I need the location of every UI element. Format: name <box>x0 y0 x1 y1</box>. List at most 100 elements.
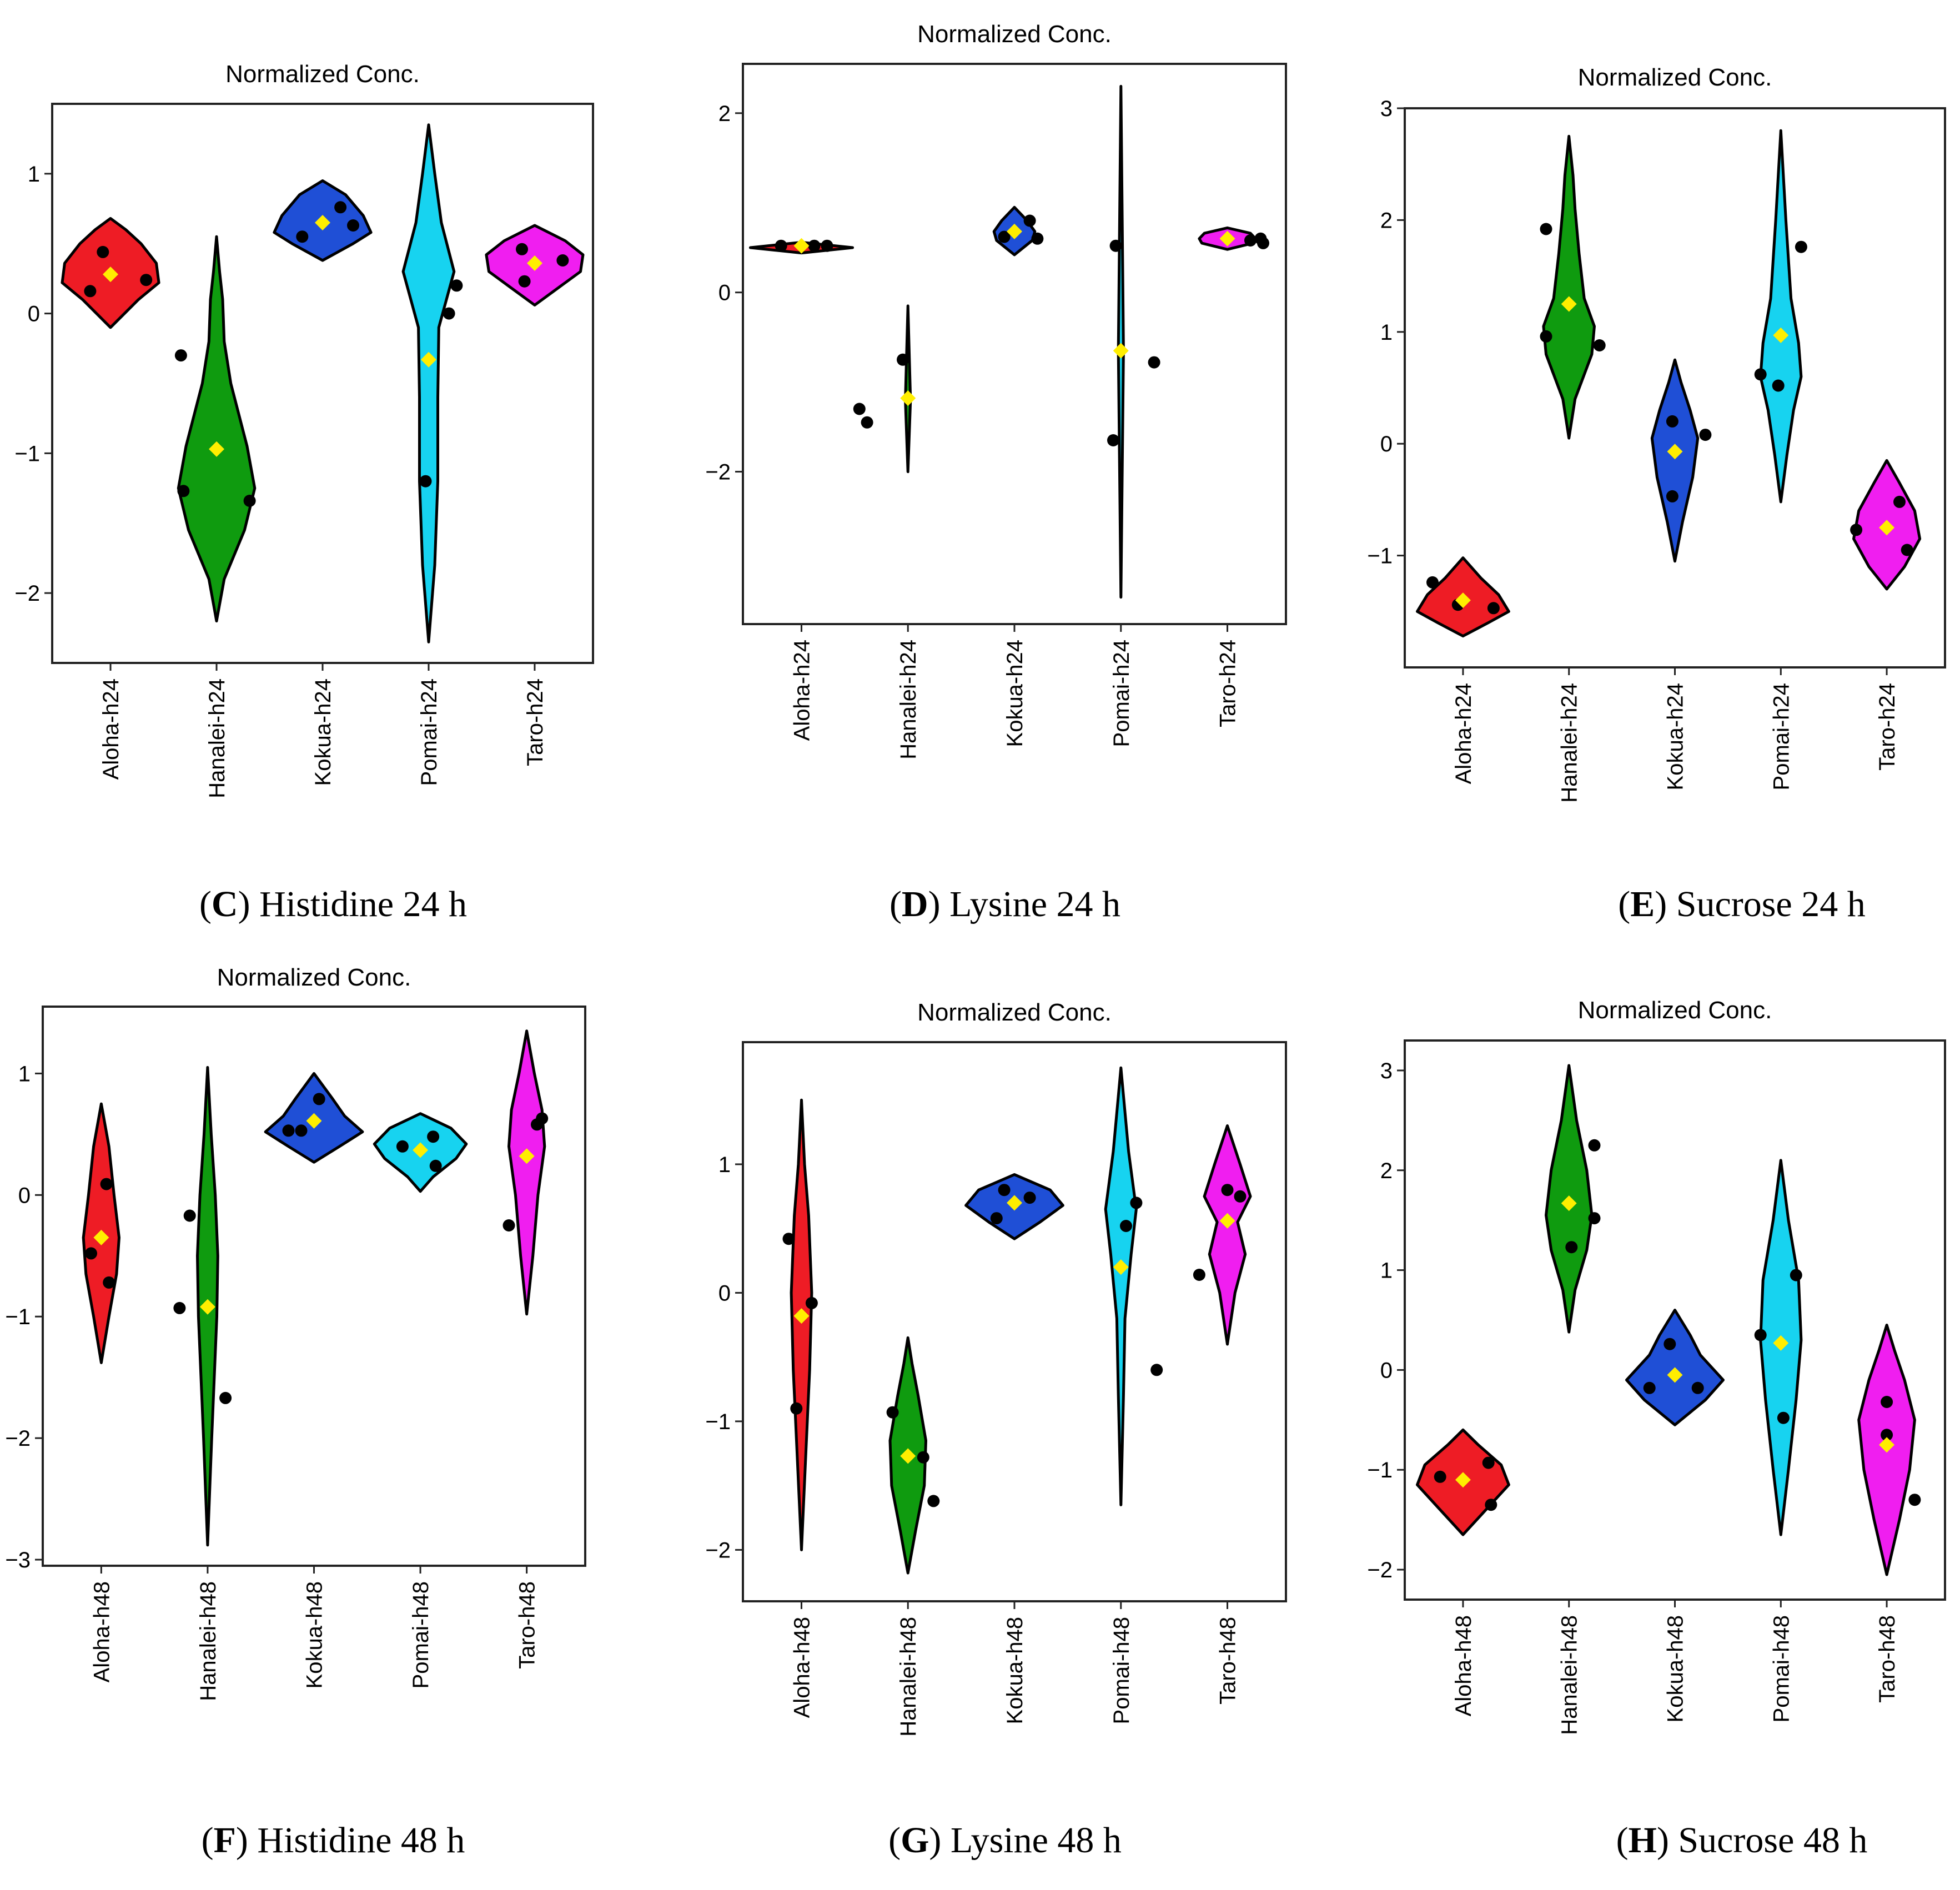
mean-marker <box>900 1448 916 1464</box>
data-point <box>1540 330 1552 343</box>
data-point <box>97 245 109 258</box>
data-point <box>917 1451 929 1464</box>
x-tick-label: Taro-h48 <box>1875 1615 1899 1703</box>
y-tick-label: 2 <box>718 102 731 126</box>
data-point <box>897 353 909 366</box>
y-tick-label: −1 <box>14 441 40 466</box>
caption-text: ) Sucrose 24 h <box>1655 884 1865 924</box>
violin-Hanalei-h24 <box>904 304 912 474</box>
data-point <box>1193 1269 1205 1281</box>
y-tick-label: 0 <box>1380 432 1393 456</box>
y-tick-label: −2 <box>705 1538 731 1562</box>
mean-marker <box>199 1299 215 1315</box>
data-point <box>1666 490 1678 502</box>
x-tick-label: Pomai-h48 <box>409 1581 433 1688</box>
y-tick-label: 0 <box>28 302 40 326</box>
x-tick-label: Pomai-h24 <box>1769 683 1793 790</box>
panel-caption: (G) Lysine 48 h <box>888 1820 1122 1861</box>
y-tick-label: 2 <box>1380 208 1393 233</box>
chart-title: Normalized Conc. <box>917 21 1112 48</box>
x-tick-label: Taro-h48 <box>515 1581 540 1669</box>
caption-letter: F <box>214 1820 236 1861</box>
caption-paren: ( <box>202 1820 214 1861</box>
violin-Taro-h48 <box>507 1029 546 1316</box>
data-point <box>334 201 347 214</box>
data-point <box>1120 1220 1132 1232</box>
y-tick-label: −2 <box>1367 1558 1393 1582</box>
data-point <box>1426 576 1439 589</box>
x-tick-label: Taro-h48 <box>1216 1617 1240 1705</box>
mean-marker <box>1561 1195 1577 1212</box>
x-tick-label: Hanalei-h48 <box>1557 1615 1582 1735</box>
data-point <box>1487 602 1500 615</box>
data-point <box>861 416 873 429</box>
data-point <box>1691 1381 1704 1394</box>
y-tick-label: −1 <box>1367 1458 1393 1482</box>
x-tick-label: Hanalei-h24 <box>896 640 921 760</box>
violin-Aloha-h48 <box>790 1098 813 1551</box>
data-point <box>282 1124 295 1137</box>
x-tick-label: Kokua-h24 <box>1003 640 1027 747</box>
y-tick-label: 3 <box>1380 1059 1393 1083</box>
y-tick-label: 1 <box>1380 1259 1393 1283</box>
y-tick-label: 1 <box>718 1153 731 1177</box>
x-tick-label: Aloha-h48 <box>790 1617 814 1718</box>
caption-letter: D <box>902 884 928 924</box>
plot-frame <box>742 1041 1287 1602</box>
x-tick-label: Kokua-h24 <box>1664 683 1688 790</box>
data-point <box>84 285 97 298</box>
mean-marker <box>93 1229 109 1245</box>
violin-Hanalei-h24 <box>177 235 257 622</box>
data-point <box>821 239 833 252</box>
data-point <box>1130 1197 1143 1209</box>
x-tick-label: Aloha-h48 <box>1451 1615 1476 1716</box>
data-point <box>443 307 455 320</box>
mean-marker <box>1667 444 1683 460</box>
data-point <box>853 403 866 415</box>
caption-paren: ( <box>1618 884 1630 924</box>
data-point <box>429 1159 442 1172</box>
data-point <box>1107 434 1119 446</box>
data-point <box>1031 232 1044 245</box>
caption-letter: H <box>1629 1820 1657 1861</box>
data-point <box>782 1233 795 1245</box>
data-point <box>450 279 463 292</box>
data-point <box>998 1184 1011 1197</box>
data-point <box>173 1301 186 1314</box>
chart-title: Normalized Conc. <box>225 61 420 88</box>
violin-Hanalei-h24 <box>1542 134 1596 440</box>
data-point <box>775 239 787 252</box>
data-point <box>1148 356 1160 369</box>
panel-caption: (H) Sucrose 48 h <box>1616 1820 1868 1861</box>
x-tick-label: Pomai-h48 <box>1769 1615 1793 1722</box>
caption-paren: ( <box>888 1820 901 1861</box>
data-point <box>790 1402 803 1415</box>
data-point <box>805 1296 818 1309</box>
violin-Pomai-h24 <box>1759 129 1803 504</box>
data-point <box>990 1212 1003 1225</box>
caption-paren: ( <box>199 884 212 924</box>
data-point <box>998 230 1011 243</box>
x-tick-label: Aloha-h24 <box>99 678 123 780</box>
mean-marker <box>1219 230 1235 247</box>
data-point <box>243 495 256 507</box>
mean-marker <box>1113 343 1129 359</box>
panel-caption: (F) Histidine 48 h <box>202 1820 465 1861</box>
violin-Pomai-h24 <box>401 123 456 644</box>
data-point <box>1565 1241 1578 1254</box>
panel-caption: (D) Lysine 24 h <box>889 884 1120 924</box>
x-tick-label: Aloha-h24 <box>790 640 814 741</box>
violin-Pomai-h24 <box>1117 84 1125 599</box>
data-point <box>556 254 569 267</box>
data-point <box>183 1209 196 1222</box>
panel-caption: (C) Histidine 24 h <box>199 884 467 924</box>
data-point <box>536 1112 549 1125</box>
caption-letter: G <box>901 1820 929 1861</box>
data-point <box>1772 379 1785 392</box>
x-tick-label: Hanalei-h24 <box>205 678 229 798</box>
caption-paren: ( <box>1616 1820 1629 1861</box>
mean-marker <box>526 255 542 271</box>
x-tick-label: Hanalei-h48 <box>896 1617 921 1737</box>
y-tick-label: −1 <box>5 1305 31 1329</box>
